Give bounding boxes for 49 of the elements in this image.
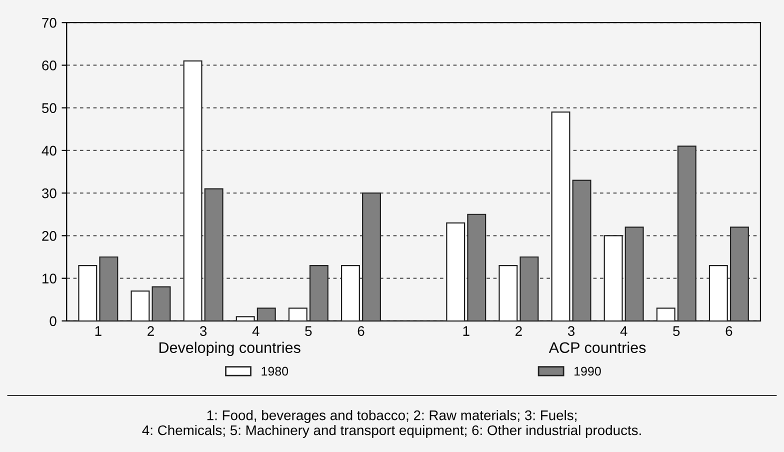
x-tick-label: 5 — [673, 326, 680, 336]
bar — [183, 60, 202, 321]
x-tick-label: 3 — [200, 326, 207, 336]
x-tick-label: 2 — [516, 326, 522, 336]
y-tick-label: 50 — [42, 103, 56, 114]
x-tick-label: 6 — [726, 326, 732, 336]
bar — [204, 188, 224, 321]
legend-label: 1990 — [574, 366, 601, 376]
bar — [520, 256, 539, 321]
bar — [656, 308, 676, 321]
x-tick-label: 4 — [252, 326, 260, 336]
bar — [708, 264, 728, 321]
x-tick-label: 5 — [305, 326, 312, 336]
bar — [498, 264, 518, 321]
text: 1: Food, beverages and tobacco; 2: Raw materials; 3: Fuels; 4: Chemicals; 5: Machinery and transport equipment; 6: Other industrial products. — [142, 410, 641, 438]
x-tick-label: 6 — [358, 326, 364, 336]
bar — [236, 316, 255, 321]
bar — [677, 146, 696, 321]
bar — [99, 256, 118, 321]
bar — [130, 290, 150, 321]
bar — [362, 192, 381, 321]
x-tick-label: 3 — [568, 326, 575, 336]
bar — [309, 264, 328, 321]
bar — [551, 112, 570, 321]
bar — [730, 226, 749, 321]
bar — [78, 264, 98, 321]
bar — [572, 180, 592, 321]
bar — [446, 222, 466, 321]
bar — [604, 235, 623, 321]
text: Developing countries — [160, 342, 300, 356]
bar — [256, 308, 276, 321]
bar — [288, 308, 308, 321]
y-tick-label: 20 — [42, 231, 56, 241]
x-tick-label: 4 — [620, 326, 628, 336]
x-tick-label: 1 — [95, 326, 102, 336]
y-tick-label: 30 — [42, 188, 56, 198]
y-tick-label: 70 — [42, 18, 56, 28]
text: ACP countries — [548, 342, 646, 354]
y-tick-label: 10 — [42, 274, 56, 284]
x-tick-label: 1 — [463, 326, 470, 336]
bar — [624, 226, 644, 321]
legend-label: 1980 — [262, 366, 288, 376]
x-tick-label: 2 — [148, 326, 154, 336]
y-tick-label: 40 — [42, 146, 56, 156]
bar — [340, 264, 360, 321]
y-tick-label: 0 — [50, 316, 56, 326]
bar — [467, 214, 486, 321]
bar — [152, 286, 171, 321]
y-tick-label: 60 — [42, 60, 56, 70]
